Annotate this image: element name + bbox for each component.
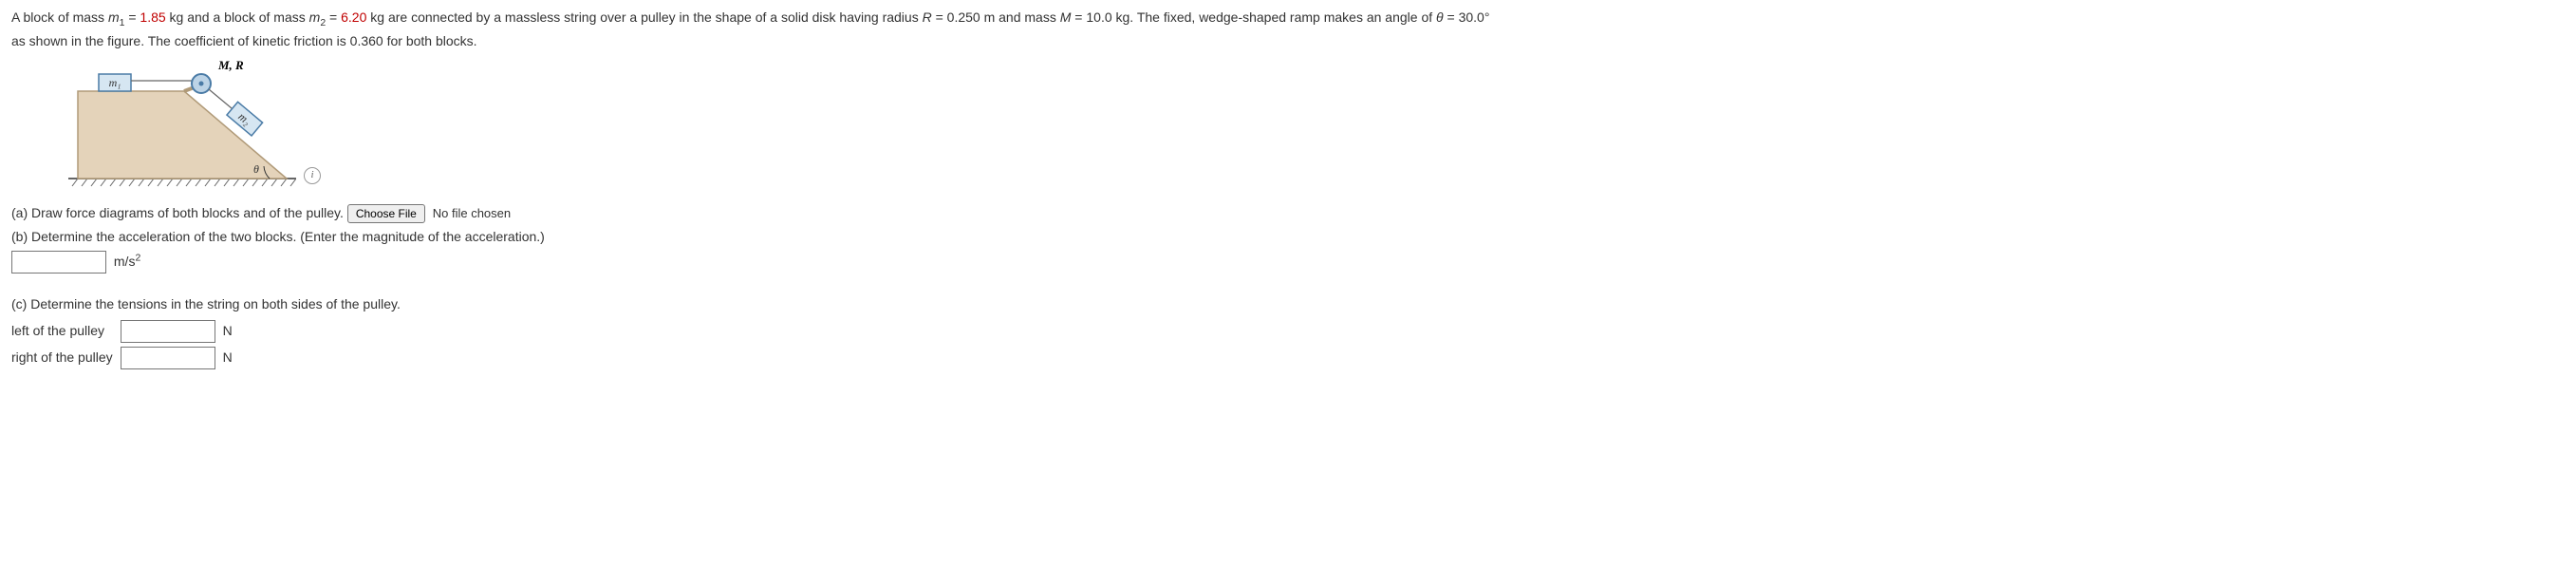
r-symbol: R	[923, 9, 932, 25]
m1-label: m₁	[109, 76, 121, 89]
table-row: left of the pulley N	[11, 318, 240, 345]
pulley-label: M, R	[217, 58, 244, 72]
text: = 0.250 m and mass	[932, 9, 1060, 25]
no-file-chosen-label: No file chosen	[433, 206, 511, 220]
theta-symbol: θ	[1436, 9, 1444, 25]
bigm-symbol: M	[1060, 9, 1072, 25]
part-c: (c) Determine the tensions in the string…	[11, 294, 2565, 314]
choose-file-button[interactable]: Choose File	[347, 204, 425, 223]
unit-n: N	[223, 345, 240, 371]
text: kg are connected by a massless string ov…	[366, 9, 922, 25]
text: kg and a block of mass	[166, 9, 309, 25]
text: = 10.0 kg. The fixed, wedge-shaped ramp …	[1071, 9, 1436, 25]
tension-right-input[interactable]	[121, 347, 215, 369]
tension-left-input[interactable]	[121, 320, 215, 343]
part-b-text: (b) Determine the acceleration of the tw…	[11, 229, 545, 244]
m1-symbol: m	[108, 9, 120, 25]
wedge-diagram: m₁ m₂ θ M, R	[68, 55, 296, 188]
acceleration-input[interactable]	[11, 251, 106, 274]
table-row: right of the pulley N	[11, 345, 240, 371]
m2-value: 6.20	[341, 9, 366, 25]
text: A block of mass	[11, 9, 108, 25]
info-icon[interactable]: i	[304, 167, 321, 184]
right-pulley-label: right of the pulley	[11, 345, 121, 371]
part-a: (a) Draw force diagrams of both blocks a…	[11, 203, 2565, 223]
part-b: (b) Determine the acceleration of the tw…	[11, 227, 2565, 247]
theta-label: θ	[253, 162, 259, 176]
m1-value: 1.85	[140, 9, 165, 25]
eq: =	[124, 9, 140, 25]
part-a-text: (a) Draw force diagrams of both blocks a…	[11, 205, 344, 220]
problem-line2: as shown in the figure. The coefficient …	[11, 33, 477, 48]
eq: =	[326, 9, 341, 25]
tension-table: left of the pulley N right of the pulley…	[11, 318, 240, 371]
acceleration-unit: m/s2	[114, 254, 140, 269]
left-pulley-label: left of the pulley	[11, 318, 121, 345]
m2-symbol: m	[309, 9, 321, 25]
problem-statement: A block of mass m1 = 1.85 kg and a block…	[11, 8, 2565, 51]
part-c-text: (c) Determine the tensions in the string…	[11, 296, 401, 311]
unit-n: N	[223, 318, 240, 345]
text: = 30.0°	[1444, 9, 1490, 25]
